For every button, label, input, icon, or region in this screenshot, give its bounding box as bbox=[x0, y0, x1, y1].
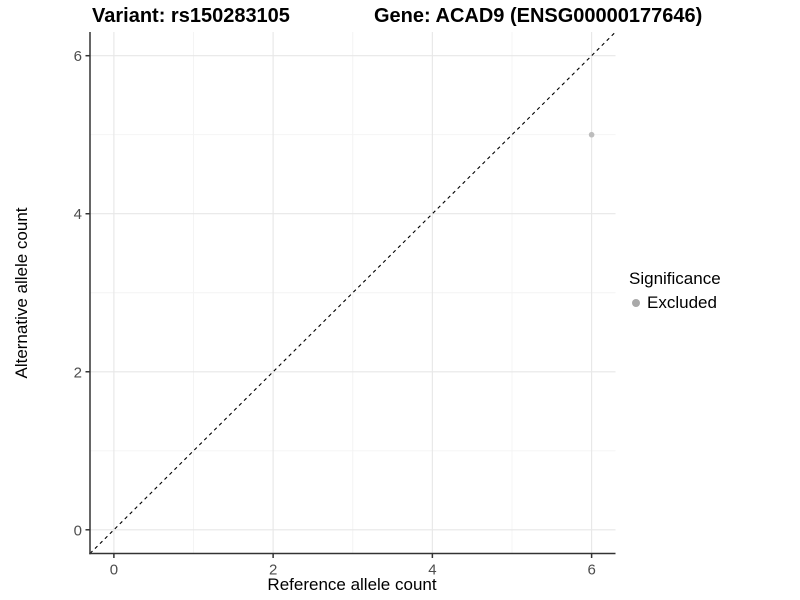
y-tick-label: 2 bbox=[74, 364, 82, 381]
legend-item-excluded: Excluded bbox=[629, 293, 721, 313]
plot-title-gene: Gene: ACAD9 (ENSG00000177646) bbox=[374, 5, 703, 27]
y-tick-label: 6 bbox=[74, 48, 82, 65]
x-tick-label: 2 bbox=[269, 562, 277, 579]
y-tick-label: 4 bbox=[74, 206, 82, 223]
legend: Significance Excluded bbox=[629, 269, 721, 313]
plot-title-variant: Variant: rs150283105 bbox=[92, 5, 290, 27]
legend-item-label: Excluded bbox=[647, 293, 717, 312]
data-point bbox=[588, 131, 595, 138]
legend-title: Significance bbox=[629, 269, 721, 288]
x-axis-title: Reference allele count bbox=[267, 575, 437, 594]
y-tick-label: 0 bbox=[74, 522, 82, 539]
identity-reference-line bbox=[89, 31, 616, 554]
x-tick-label: 4 bbox=[428, 562, 436, 579]
x-tick-label: 0 bbox=[110, 562, 118, 579]
y-axis-title: Alternative allele count bbox=[12, 207, 31, 379]
x-tick-label: 6 bbox=[587, 562, 595, 579]
legend-point-icon bbox=[632, 299, 640, 307]
